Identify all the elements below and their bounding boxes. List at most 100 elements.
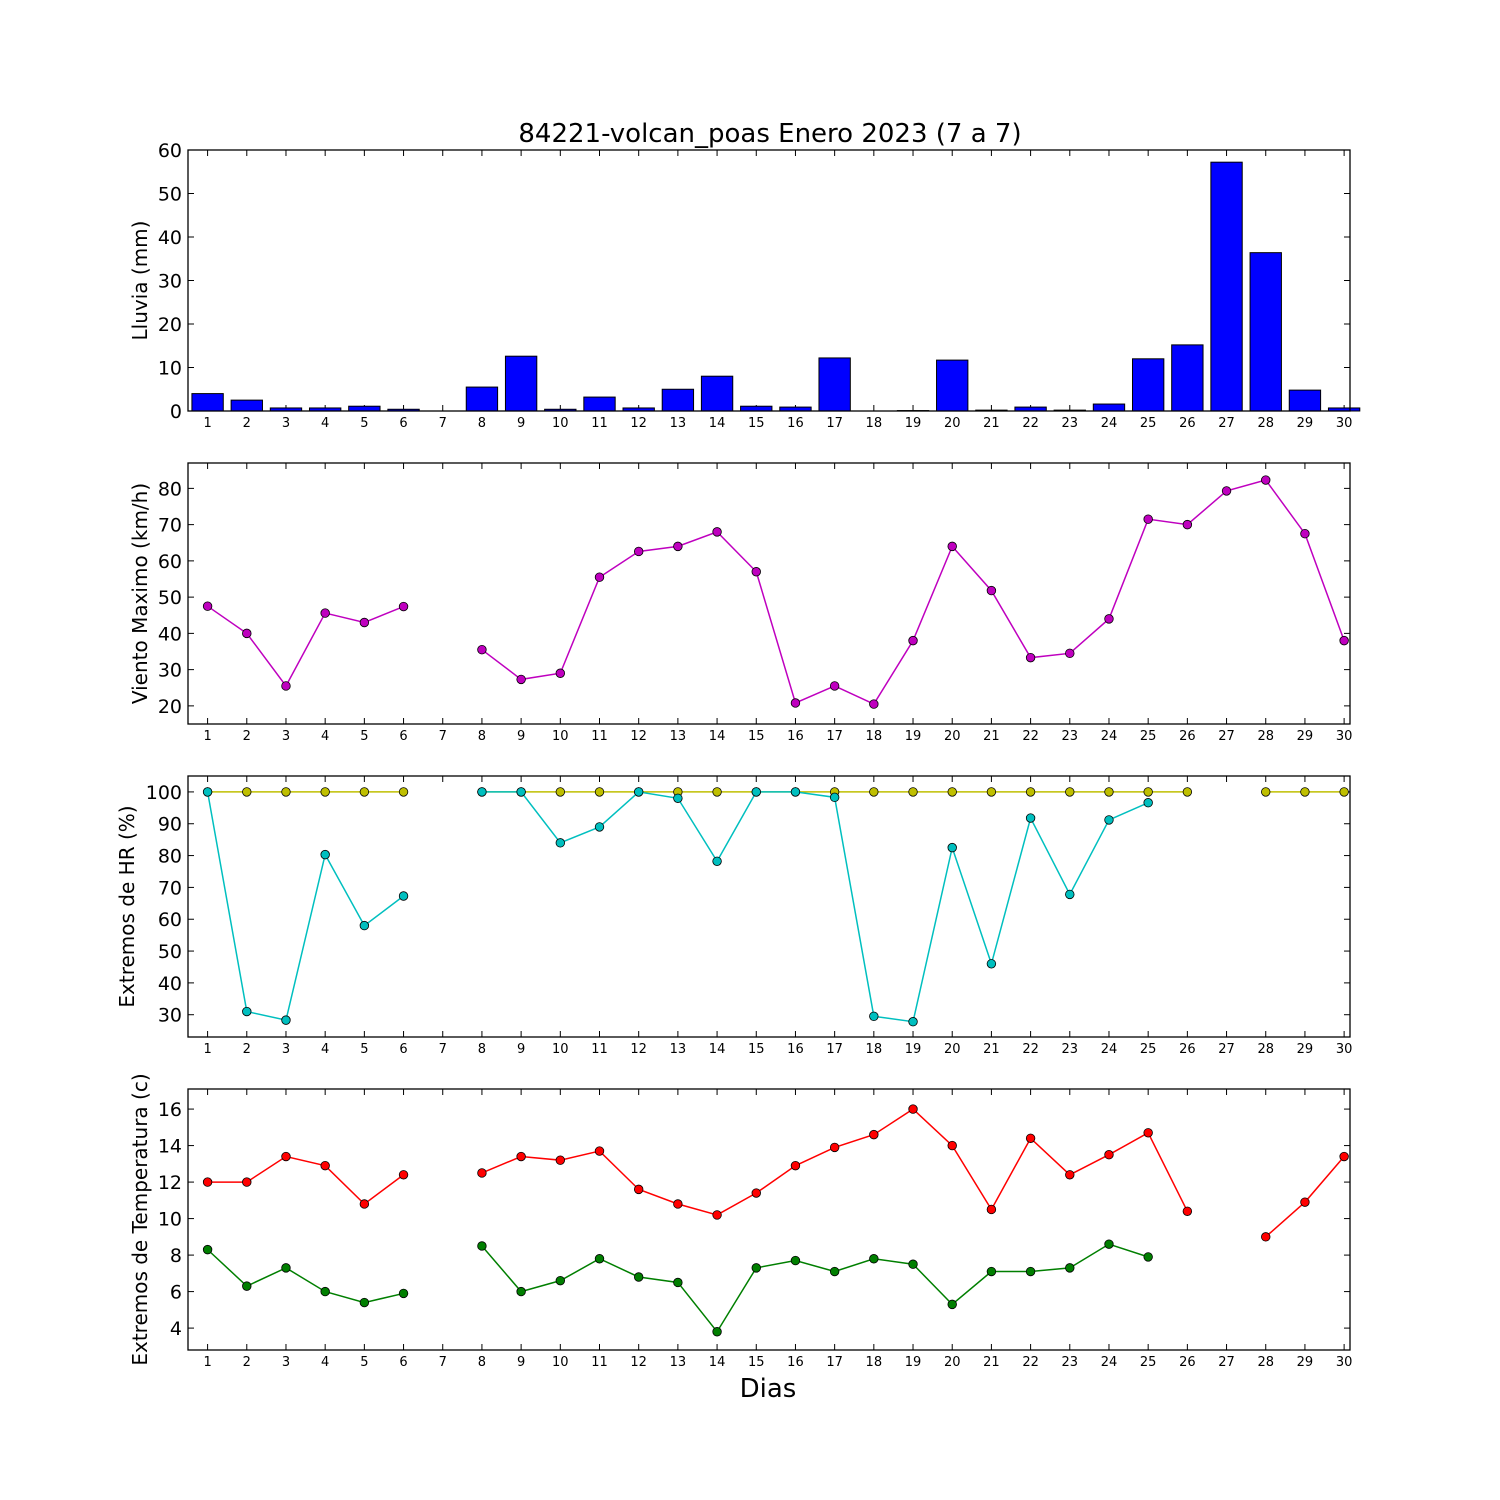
rain-bar-day-17 [818,357,851,412]
x-tick-label: 24 [1101,416,1118,431]
x-tick-label: 22 [1022,1042,1039,1057]
point-series-2-day-18 [869,1254,879,1264]
x-tick-label: 25 [1140,1042,1157,1057]
y-tick-label: 80 [158,846,182,868]
x-tick-label: 2 [243,729,251,744]
x-tick-label: 18 [866,416,883,431]
point-series-1-day-17 [829,1142,840,1153]
x-tick-label: 19 [905,416,922,431]
x-tick-label: 17 [826,416,843,431]
x-tick-label: 7 [439,416,447,431]
x-tick-label: 21 [983,1355,1000,1370]
y-tick-label: 10 [158,1209,182,1231]
point-series-1-day-29 [1300,787,1310,797]
x-tick-label: 27 [1218,1355,1235,1370]
point-series-1-day-6 [398,787,409,797]
y-axis-label: Extremos de HR (%) [115,805,139,1007]
point-series-1-day-9 [516,1151,526,1162]
x-tick-label: 8 [478,729,486,744]
x-tick-label: 16 [787,1355,804,1370]
point-series-1-day-30 [1339,1151,1349,1162]
x-axis-label: Dias [740,1374,797,1404]
x-tick-label: 27 [1218,1042,1235,1057]
point-series-2-day-4 [320,849,330,860]
x-tick-label: 14 [709,416,726,431]
point-series-2-day-9 [516,1286,526,1297]
point-series-1-day-22 [1025,787,1036,797]
x-tick-label: 4 [321,1355,329,1370]
rain-bar-day-5 [348,405,381,412]
point-series-1-day-23 [1065,1170,1075,1180]
point-series-1-day-9 [516,674,526,685]
point-series-1-day-12 [633,1184,644,1195]
point-series-2-day-5 [359,920,370,931]
point-series-2-day-25 [1143,1252,1153,1262]
point-series-1-day-1 [202,1177,213,1187]
x-tick-label: 5 [360,1042,368,1057]
x-tick-label: 29 [1297,416,1314,431]
x-tick-label: 5 [360,729,368,744]
x-tick-label: 19 [905,1042,922,1057]
x-tick-label: 20 [944,1355,961,1370]
x-tick-label: 12 [630,1042,647,1057]
x-tick-label: 11 [591,1042,608,1057]
point-series-1-day-13 [673,1199,683,1209]
series-line-2 [206,791,405,1022]
point-series-2-day-23 [1065,1263,1075,1273]
y-tick-label: 6 [170,1282,182,1304]
point-series-1-day-30 [1339,635,1349,646]
x-tick-label: 1 [203,1355,211,1370]
y-tick-label: 50 [158,941,182,963]
x-tick-label: 30 [1336,416,1353,431]
x-tick-label: 13 [670,416,687,431]
series-line-2 [207,1249,404,1304]
y-tick-label: 60 [158,551,182,573]
point-series-2-day-17 [829,1266,840,1277]
point-series-1-day-16 [790,698,801,708]
point-series-2-day-21 [986,1266,997,1277]
rain-bar-day-13 [661,388,695,412]
point-series-2-day-6 [398,1288,409,1299]
point-series-1-day-22 [1025,652,1036,663]
rain-bar-day-1 [191,393,224,412]
point-series-1-day-16 [790,1160,801,1171]
point-series-1-day-21 [986,585,997,596]
y-tick-label: 70 [158,877,182,899]
point-series-1-day-13 [673,541,683,552]
x-tick-label: 7 [439,1042,447,1057]
point-series-2-day-16 [790,787,801,797]
rain-bar-day-29 [1288,389,1322,412]
point-series-2-day-15 [751,1263,761,1273]
x-tick-label: 18 [866,1042,883,1057]
point-series-1-day-28 [1261,475,1271,485]
series-line-2 [481,1243,1149,1334]
x-tick-label: 10 [552,1042,569,1057]
y-tick-label: 60 [158,909,182,931]
x-tick-label: 28 [1257,1042,1274,1057]
x-tick-label: 28 [1257,416,1274,431]
point-series-1-day-4 [320,1160,330,1171]
point-series-1-day-26 [1182,787,1193,797]
point-series-1-day-3 [281,1151,291,1162]
point-series-1-day-25 [1143,514,1153,524]
rain-bar-day-20 [936,359,969,412]
y-tick-label: 30 [158,271,182,293]
point-series-2-day-11 [594,822,605,832]
point-series-1-day-1 [202,601,213,611]
point-series-1-day-15 [751,1188,761,1198]
point-series-1-day-21 [986,787,997,797]
y-tick-label: 16 [158,1099,182,1121]
x-tick-label: 3 [282,1355,290,1370]
point-series-2-day-20 [947,842,957,853]
y-axis-label: Viento Maximo (km/h) [128,483,152,704]
point-series-2-day-12 [633,787,644,797]
point-series-1-day-3 [281,787,291,797]
series-line-2 [481,791,1149,1023]
x-tick-label: 23 [1062,416,1079,431]
point-series-2-day-12 [633,1272,644,1282]
